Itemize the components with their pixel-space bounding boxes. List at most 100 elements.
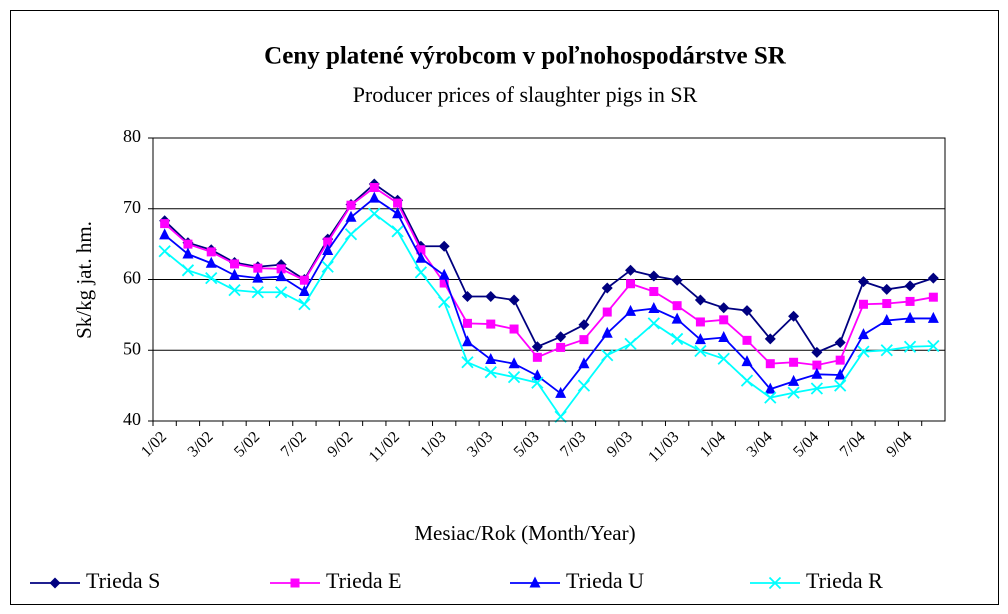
chart-title: Ceny platené výrobcom v poľnohospodárstv… (264, 43, 787, 70)
data-point (764, 391, 777, 404)
data-point (205, 271, 218, 285)
data-point (485, 290, 497, 302)
data-point (672, 301, 682, 311)
data-point (881, 314, 893, 326)
legend-marker (529, 576, 541, 588)
data-point (694, 294, 706, 306)
data-point (718, 331, 730, 343)
legend-label: Trieda U (566, 568, 644, 593)
data-point (625, 264, 637, 276)
series-line (164, 212, 934, 419)
data-point (251, 286, 264, 299)
data-point (414, 266, 428, 279)
data-point (228, 283, 241, 297)
data-point (601, 326, 613, 338)
y-tick-label: 40 (123, 409, 141, 429)
data-point (391, 225, 404, 238)
data-point (927, 311, 939, 323)
data-point (298, 285, 310, 297)
data-point (532, 352, 542, 362)
data-point (626, 279, 636, 289)
data-point (787, 386, 800, 399)
data-point (903, 340, 917, 353)
data-point (741, 355, 753, 367)
data-point (788, 374, 800, 386)
legend-marker (768, 576, 782, 590)
data-point (368, 191, 380, 203)
data-point (811, 367, 823, 379)
data-point (927, 272, 939, 284)
legend-label: Trieda E (326, 568, 402, 593)
x-axis-label: Mesiac/Rok (Month/Year) (414, 521, 635, 545)
data-point (834, 368, 846, 380)
y-axis-label: Sk/kg jat. hm. (72, 221, 96, 339)
series-line (164, 182, 934, 354)
y-tick-label: 50 (123, 338, 141, 358)
data-point (181, 264, 195, 277)
data-point (345, 210, 357, 222)
chart-subtitle: Producer prices of slaughter pigs in SR (353, 82, 698, 107)
data-point (789, 357, 799, 367)
data-point (438, 268, 450, 280)
data-point (322, 243, 334, 255)
data-point (764, 333, 776, 345)
data-point (461, 335, 473, 347)
data-point (694, 333, 706, 345)
data-point (485, 352, 497, 364)
data-point (439, 278, 449, 288)
data-point (670, 332, 684, 346)
legend-label: Trieda R (806, 568, 883, 593)
series-line (164, 186, 934, 367)
data-point (857, 345, 870, 358)
data-point (647, 317, 660, 330)
data-point (904, 311, 916, 323)
data-point (275, 270, 287, 282)
data-point (531, 341, 543, 353)
data-point (788, 310, 800, 322)
data-point (368, 207, 381, 220)
data-point (904, 280, 916, 292)
data-point (694, 344, 707, 358)
data-point (158, 245, 171, 258)
data-point (601, 282, 613, 294)
data-point (253, 263, 263, 273)
data-point (299, 275, 309, 285)
data-point (880, 344, 893, 357)
y-tick-label: 80 (123, 126, 141, 146)
chart-border (10, 10, 999, 605)
data-point (765, 359, 775, 369)
data-point (508, 294, 520, 306)
data-point (671, 312, 683, 324)
data-point (508, 357, 520, 369)
data-point (812, 360, 822, 370)
data-point (415, 251, 427, 263)
data-point (183, 239, 193, 249)
data-point (881, 283, 893, 295)
data-point (555, 331, 567, 343)
data-point (438, 240, 450, 252)
data-point (229, 268, 241, 280)
data-point (602, 307, 612, 317)
data-point (857, 276, 869, 288)
data-point (741, 305, 753, 317)
data-point (579, 335, 589, 345)
y-tick-label: 70 (123, 197, 141, 217)
data-point (507, 370, 521, 384)
data-point (276, 264, 286, 274)
data-point (624, 337, 637, 351)
data-point (556, 342, 566, 352)
data-point (160, 219, 170, 229)
data-point (206, 247, 216, 257)
data-point (323, 237, 333, 247)
data-point (274, 286, 288, 299)
data-point (811, 346, 823, 358)
data-point (392, 207, 404, 219)
series-line (164, 197, 934, 395)
data-point (834, 379, 847, 392)
data-point (858, 299, 868, 309)
data-point (648, 302, 660, 314)
data-point (205, 256, 217, 268)
data-point (531, 369, 543, 381)
data-point (484, 366, 497, 379)
